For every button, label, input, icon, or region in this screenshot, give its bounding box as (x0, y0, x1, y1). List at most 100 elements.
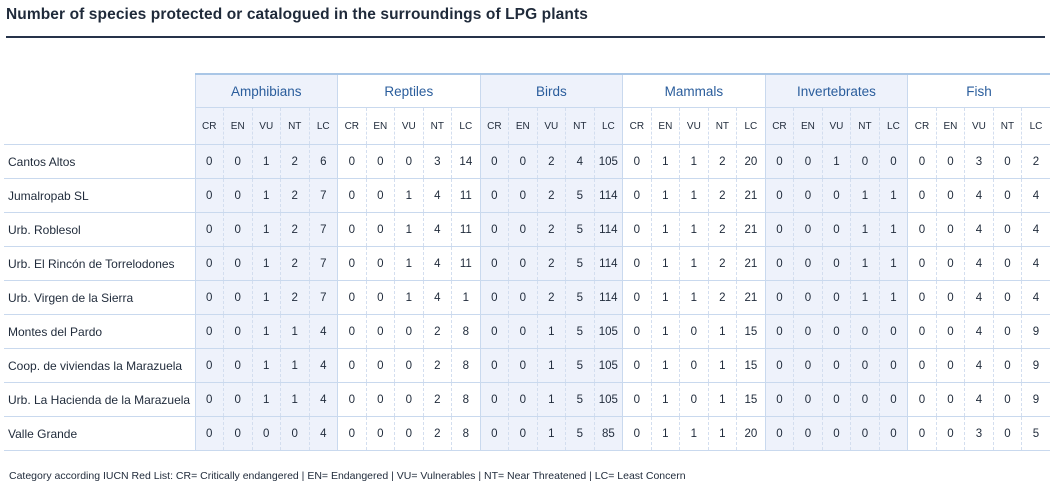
species-count-cell: 0 (479, 212, 510, 247)
species-count-cell: 21 (736, 246, 766, 281)
species-count-cell: 4 (309, 348, 339, 383)
species-count-cell: 0 (850, 348, 880, 383)
table-row: Valle Grande 0 0 0 0 4 0 0 0 2 8 0 0 1 5 85 0 1 1 1 20 0 0 0 0 0 0… (4, 416, 1050, 451)
species-count-cell: 1 (394, 246, 424, 281)
species-count-cell: 9 (1021, 382, 1050, 417)
species-count-cell: 11 (451, 178, 481, 213)
species-count-cell: 0 (337, 416, 367, 451)
species-count-cell: 15 (736, 314, 766, 349)
species-count-cell: 2 (537, 212, 567, 247)
species-count-cell: 11 (451, 246, 481, 281)
species-count-cell: 4 (423, 212, 453, 247)
category-header-cr: CR (622, 107, 652, 145)
category-header-vu: VU (252, 107, 281, 145)
species-count-cell: 0 (764, 178, 795, 213)
species-count-cell: 0 (907, 416, 937, 451)
species-count-cell: 0 (879, 382, 909, 417)
species-count-cell: 8 (451, 382, 481, 417)
species-count-cell: 1 (651, 416, 681, 451)
species-count-cell: 0 (936, 246, 966, 281)
species-count-cell: 1 (679, 246, 709, 281)
title-divider (6, 36, 1045, 38)
species-count-cell: 0 (622, 212, 652, 247)
species-count-cell: 2 (280, 280, 310, 315)
species-count-cell: 0 (366, 382, 396, 417)
species-count-cell: 2 (537, 246, 567, 281)
species-count-cell: 0 (194, 280, 224, 315)
species-count-cell: 2 (423, 416, 453, 451)
species-count-cell: 2 (708, 246, 738, 281)
species-count-cell: 4 (1021, 212, 1050, 247)
category-header-nt: NT (565, 107, 595, 145)
species-count-cell: 20 (736, 416, 766, 451)
species-count-cell: 0 (936, 144, 966, 179)
species-count-cell: 5 (565, 280, 595, 315)
species-count-cell: 0 (194, 212, 224, 247)
species-count-cell: 0 (764, 144, 795, 179)
species-count-cell: 1 (679, 212, 709, 247)
species-count-cell: 0 (936, 280, 966, 315)
species-count-cell: 0 (223, 348, 253, 383)
group-header-birds: Birds (479, 73, 624, 108)
species-count-cell: 0 (936, 212, 966, 247)
species-count-cell: 0 (850, 144, 880, 179)
table-row: Urb. Virgen de la Sierra 0 0 1 2 7 0 0 1 4 1 0 0 2 5 11… (4, 280, 1050, 315)
species-count-cell: 5 (565, 178, 595, 213)
species-count-cell: 0 (508, 246, 538, 281)
species-count-cell: 0 (936, 348, 966, 383)
species-count-cell: 21 (736, 280, 766, 315)
species-count-cell: 1 (879, 280, 909, 315)
group-header-reptiles: Reptiles (337, 73, 481, 108)
species-count-cell: 0 (337, 246, 367, 281)
category-header-cr: CR (194, 107, 224, 145)
species-count-cell: 5 (565, 416, 595, 451)
species-count-cell: 2 (708, 280, 738, 315)
species-count-cell: 0 (907, 246, 937, 281)
species-count-cell: 5 (565, 314, 595, 349)
species-count-cell: 0 (993, 144, 1023, 179)
species-count-cell: 11 (451, 212, 481, 247)
species-count-cell: 5 (565, 212, 595, 247)
species-count-cell: 0 (394, 416, 424, 451)
species-count-cell: 0 (194, 382, 224, 417)
species-count-cell: 0 (993, 246, 1023, 281)
species-count-cell: 21 (736, 178, 766, 213)
species-count-cell: 1 (252, 348, 281, 383)
species-count-cell: 4 (309, 382, 339, 417)
species-count-cell: 1 (252, 382, 281, 417)
site-name: Urb. Roblesol (4, 212, 195, 247)
category-header-en: EN (508, 107, 538, 145)
species-count-cell: 0 (622, 314, 652, 349)
species-count-cell: 1 (394, 178, 424, 213)
species-count-cell: 114 (594, 178, 624, 213)
species-count-cell: 1 (252, 246, 281, 281)
species-count-cell: 0 (508, 382, 538, 417)
species-count-cell: 9 (1021, 348, 1050, 383)
species-count-cell: 4 (964, 382, 994, 417)
species-count-cell: 0 (822, 212, 852, 247)
species-count-cell: 0 (622, 246, 652, 281)
category-header-lc: LC (879, 107, 909, 145)
category-header-en: EN (223, 107, 253, 145)
species-count-cell: 0 (822, 348, 852, 383)
species-count-cell: 0 (622, 280, 652, 315)
species-count-cell: 0 (252, 416, 281, 451)
species-count-cell: 0 (223, 382, 253, 417)
category-header-vu: VU (822, 107, 852, 145)
group-header-invertebrates: Invertebrates (764, 73, 909, 108)
species-count-cell: 0 (993, 348, 1023, 383)
site-name: Jumalropab SL (4, 178, 195, 213)
group-header-mammals: Mammals (622, 73, 766, 108)
species-count-cell: 0 (764, 212, 795, 247)
species-count-cell: 0 (223, 144, 253, 179)
species-count-cell: 2 (537, 280, 567, 315)
species-count-cell: 0 (679, 382, 709, 417)
species-table: Amphibians Reptiles Birds Mammals Invertebra… (4, 73, 1050, 451)
species-count-cell: 0 (850, 416, 880, 451)
species-count-cell: 1 (679, 178, 709, 213)
legend-note: Category according IUCN Red List: CR= Cr… (9, 470, 686, 482)
species-count-cell: 1 (537, 314, 567, 349)
species-count-cell: 1 (280, 382, 310, 417)
species-count-cell: 0 (337, 144, 367, 179)
species-count-cell: 4 (309, 314, 339, 349)
